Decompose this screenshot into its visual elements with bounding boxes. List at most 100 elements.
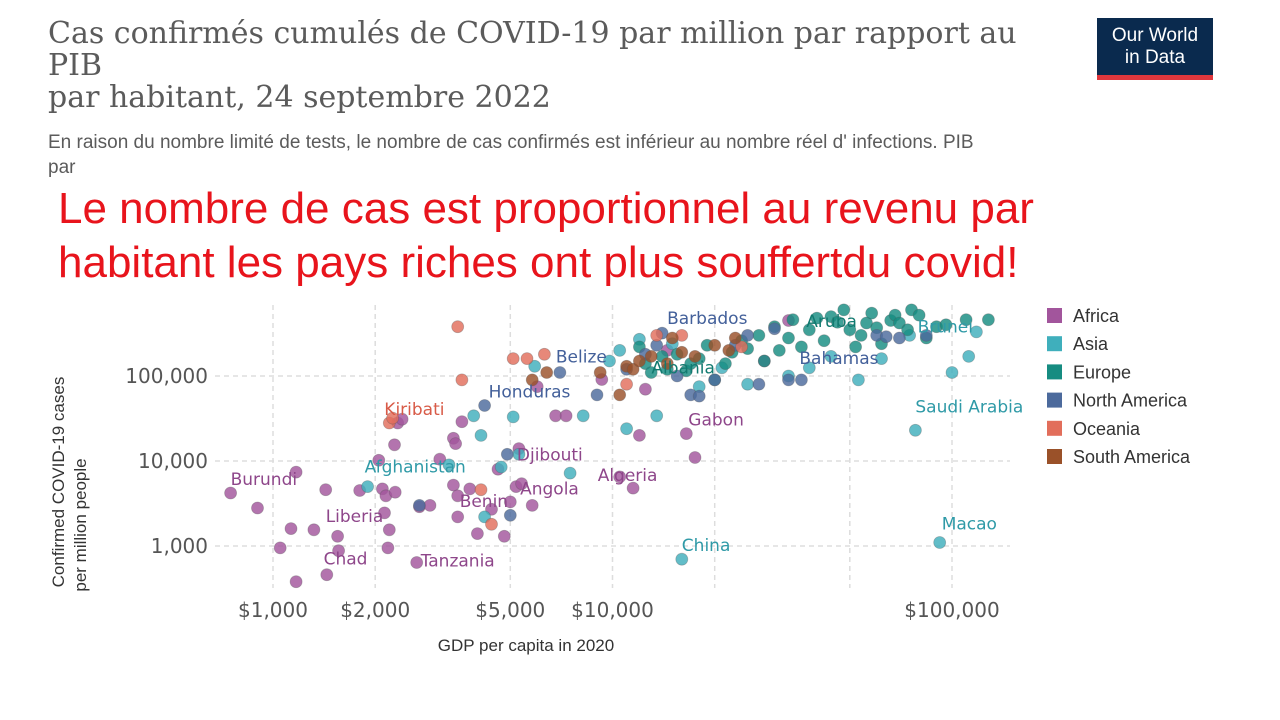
x-axis-title: GDP per capita in 2020 bbox=[438, 636, 614, 655]
annotation-label: Aruba bbox=[806, 312, 857, 332]
data-point bbox=[901, 323, 914, 337]
data-point bbox=[307, 523, 321, 537]
data-point bbox=[485, 502, 498, 516]
data-point bbox=[843, 323, 857, 337]
data-point bbox=[451, 320, 465, 334]
data-point bbox=[837, 303, 851, 317]
y-axis-title-line-1: Confirmed COVID-19 cases bbox=[49, 377, 68, 588]
data-point bbox=[503, 508, 517, 522]
title-line-3: par habitant, 24 septembre 2022 bbox=[48, 80, 551, 115]
data-point bbox=[633, 354, 646, 368]
data-point bbox=[620, 377, 633, 391]
data-point bbox=[613, 343, 627, 357]
data-point bbox=[378, 506, 391, 520]
data-point bbox=[613, 388, 627, 402]
our-world-in-data-logo[interactable]: Our World in Data bbox=[1097, 18, 1213, 80]
data-point bbox=[639, 382, 652, 396]
data-point bbox=[410, 556, 424, 569]
legend-swatch bbox=[1047, 392, 1062, 408]
data-point bbox=[962, 349, 976, 363]
data-point bbox=[650, 328, 664, 342]
data-point bbox=[497, 529, 511, 543]
annotation-label: Tanzania bbox=[420, 552, 495, 572]
data-point bbox=[478, 399, 492, 412]
data-point bbox=[782, 331, 795, 345]
points-layer bbox=[224, 303, 995, 589]
overlay-line-1: Le nombre de cas est proportionnel au re… bbox=[58, 184, 1034, 233]
subtitle-line-2: par bbox=[48, 157, 76, 178]
data-point bbox=[506, 352, 520, 366]
data-point bbox=[626, 362, 640, 376]
series-oceania bbox=[382, 320, 748, 531]
data-point bbox=[849, 340, 862, 354]
data-point bbox=[741, 377, 754, 391]
data-point bbox=[500, 447, 514, 461]
logo-red-bar bbox=[1097, 75, 1213, 80]
data-point bbox=[722, 343, 736, 357]
data-point bbox=[515, 477, 528, 491]
chart-subtitle: En raison du nombre limité de tests, le … bbox=[48, 130, 1198, 180]
data-point bbox=[613, 470, 627, 484]
data-point bbox=[372, 453, 386, 467]
data-point bbox=[982, 313, 995, 327]
annotation-label: Benin bbox=[460, 492, 508, 512]
data-point bbox=[485, 517, 498, 531]
series-south-america bbox=[525, 331, 742, 402]
annotation-label: Angola bbox=[520, 480, 579, 500]
annotation-label: Macao bbox=[942, 515, 997, 535]
data-point bbox=[474, 428, 488, 442]
data-point bbox=[644, 349, 658, 363]
data-point bbox=[802, 361, 816, 375]
annotation-label: Chad bbox=[324, 550, 368, 570]
data-point bbox=[854, 328, 868, 342]
data-point bbox=[593, 366, 607, 379]
series-north-america bbox=[412, 322, 933, 522]
data-point bbox=[909, 423, 922, 437]
data-point bbox=[289, 465, 303, 479]
data-point bbox=[251, 501, 264, 515]
subtitle-line-1: En raison du nombre limité de tests, le … bbox=[48, 132, 974, 153]
data-point bbox=[528, 359, 542, 373]
data-point bbox=[735, 340, 748, 354]
data-point bbox=[559, 409, 573, 423]
data-point bbox=[650, 409, 664, 423]
annotation-label: Belize bbox=[556, 348, 607, 368]
data-point bbox=[786, 313, 800, 327]
y-axis-title-line-2: per million people bbox=[71, 458, 90, 591]
legend-swatch bbox=[1047, 336, 1062, 352]
legend-swatch bbox=[1047, 449, 1062, 464]
data-point bbox=[626, 481, 640, 495]
annotation-label: Liberia bbox=[326, 507, 384, 527]
data-point bbox=[660, 357, 674, 371]
data-point bbox=[576, 409, 590, 423]
data-point bbox=[970, 325, 983, 339]
annotation-label: Djibouti bbox=[517, 446, 583, 466]
data-point bbox=[388, 485, 402, 499]
x-tick-label: $1,000 bbox=[238, 598, 308, 622]
series-asia bbox=[361, 325, 983, 566]
data-point bbox=[620, 422, 633, 436]
data-point bbox=[728, 331, 742, 345]
data-point bbox=[817, 334, 831, 348]
data-point bbox=[455, 373, 469, 387]
y-tick-label: 10,000 bbox=[138, 449, 208, 473]
data-point bbox=[494, 460, 508, 474]
legend-label: North America bbox=[1073, 391, 1188, 411]
data-point bbox=[449, 437, 463, 451]
data-point bbox=[563, 466, 577, 480]
axes-layer: $1,000 $2,000 $5,000 $10,000 $100,000 1,000 10… bbox=[49, 364, 1000, 655]
data-point bbox=[603, 354, 616, 368]
legend-label: Africa bbox=[1073, 306, 1120, 326]
data-point bbox=[795, 373, 808, 387]
data-point bbox=[388, 438, 401, 452]
y-tick-label: 100,000 bbox=[125, 364, 208, 388]
title-line-1: Cas confirmés cumulés de COVID-19 par mi… bbox=[48, 16, 1017, 51]
y-tick-label: 1,000 bbox=[151, 534, 208, 558]
data-point bbox=[688, 451, 702, 464]
logo-line-1: Our World bbox=[1111, 25, 1199, 46]
data-point bbox=[692, 389, 706, 403]
data-point bbox=[708, 373, 722, 387]
data-point bbox=[741, 328, 754, 342]
annotation-label: Burundi bbox=[231, 470, 298, 490]
annotation-layer: Burundi Liberia Chad Tanzania Benin Angola Dji… bbox=[231, 309, 1024, 572]
